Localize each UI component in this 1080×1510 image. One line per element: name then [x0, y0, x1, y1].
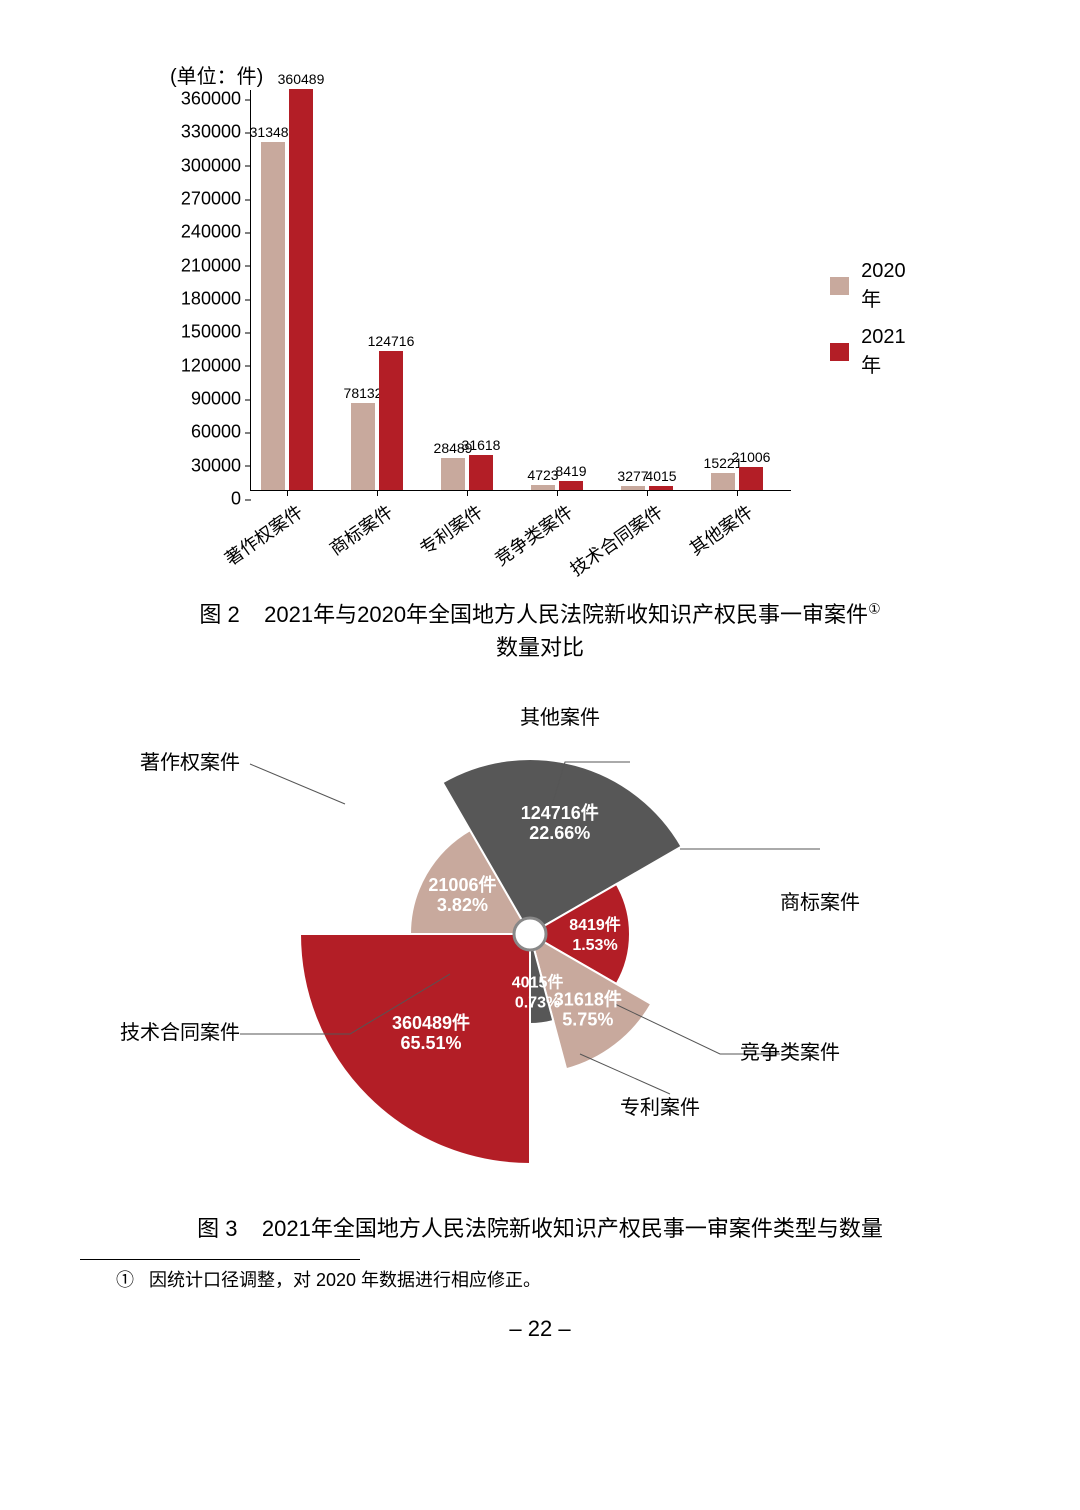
bar: 78132	[351, 403, 375, 490]
bar-value-label: 78132	[344, 385, 383, 401]
bar-chart-unit-label: (单位：件)	[170, 60, 263, 89]
legend-swatch	[830, 277, 849, 295]
figure-3-caption: 图 3 2021年全国地方人民法院新收知识产权民事一审案件类型与数量	[80, 1212, 1000, 1245]
bar: 313484	[261, 142, 285, 490]
footnote-marker: ①	[116, 1270, 134, 1290]
rose-leader	[250, 764, 345, 804]
rose-slice-pct: 22.66%	[529, 823, 590, 843]
bar-chart: (单位：件) 030000600009000012000015000018000…	[140, 60, 890, 580]
bar: 28489	[441, 458, 465, 490]
bar-chart-ytick: 60000	[171, 422, 241, 443]
rose-chart-svg: 著作权案件 其他案件商标案件竞争类案件专利案件 技术合同案件 360489件65.51…	[120, 674, 940, 1194]
bar: 124716	[379, 351, 403, 490]
bar: 4015	[649, 486, 673, 490]
bar-value-label: 360489	[278, 71, 325, 87]
bar-value-label: 31618	[462, 437, 501, 453]
page: (单位：件) 030000600009000012000015000018000…	[0, 0, 1080, 1510]
bar-chart-ytick: 360000	[171, 89, 241, 110]
bar-chart-xtick: 商标案件	[324, 498, 398, 561]
rose-leader	[580, 1054, 670, 1094]
legend-label: 2021 年	[861, 326, 912, 378]
bar-chart-ytick: 300000	[171, 155, 241, 176]
footnote-rule	[80, 1259, 360, 1260]
rose-slice-count: 31618件	[554, 988, 622, 1009]
rose-slice-label: 竞争类案件	[740, 1041, 840, 1064]
bar-chart-xtick: 技术合同案件	[564, 498, 667, 581]
rose-slice-pct: 1.53%	[572, 937, 617, 954]
rose-chart: 著作权案件 其他案件商标案件竞争类案件专利案件 技术合同案件 360489件65.51…	[120, 674, 940, 1194]
bar-group: 32774015技术合同案件	[611, 90, 683, 490]
figure-2-line1: 2021年与2020年全国地方人民法院新收知识产权民事一审案件	[264, 602, 868, 627]
figure-3-text: 2021年全国地方人民法院新收知识产权民事一审案件类型与数量	[262, 1216, 883, 1241]
bar-chart-ytick: 180000	[171, 289, 241, 310]
legend-label: 2020 年	[861, 260, 912, 312]
bar-chart-xtick: 其他案件	[684, 498, 758, 561]
bar-value-label: 8419	[555, 463, 586, 479]
rose-slice-pct: 65.51%	[400, 1033, 461, 1053]
figure-3-prefix: 图 3	[197, 1216, 237, 1241]
rose-slice-count: 8419件	[569, 915, 621, 934]
rose-slice-label: 著作权案件	[140, 751, 240, 774]
bar-chart-ytick: 0	[171, 489, 241, 510]
rose-slice-label: 技术合同案件	[120, 1021, 240, 1044]
bar-group: 313484360489著作权案件	[251, 90, 323, 490]
rose-center	[514, 918, 546, 950]
bar: 15221	[711, 473, 735, 490]
bar-chart-ytick: 330000	[171, 122, 241, 143]
rose-slice-count: 360489件	[392, 1012, 470, 1033]
bar-value-label: 124716	[368, 333, 415, 349]
bar-chart-plot: 0300006000090000120000150000180000210000…	[250, 90, 791, 491]
legend-item: 2020 年	[830, 260, 913, 312]
bar-group: 1522121006其他案件	[701, 90, 773, 490]
bar: 8419	[559, 481, 583, 490]
bar-chart-xtick: 专利案件	[414, 498, 488, 561]
bar: 4723	[531, 485, 555, 490]
bar-chart-ytick: 120000	[171, 355, 241, 376]
figure-2-sup: ①	[868, 601, 881, 617]
figure-2-line2: 数量对比	[496, 635, 584, 660]
bar: 31618	[469, 455, 493, 490]
rose-slice-pct: 5.75%	[562, 1009, 613, 1029]
bar-value-label: 21006	[732, 449, 771, 465]
bar: 3277	[621, 486, 645, 490]
bar-chart-ytick: 150000	[171, 322, 241, 343]
footnote-text: 因统计口径调整，对 2020 年数据进行相应修正。	[149, 1270, 541, 1290]
rose-slice-pct: 3.82%	[437, 895, 488, 915]
bar-chart-ytick: 270000	[171, 189, 241, 210]
bar-value-label: 4015	[645, 468, 676, 484]
rose-slice-label: 其他案件	[520, 706, 600, 729]
bar-chart-ytick: 210000	[171, 255, 241, 276]
rose-slice-label: 专利案件	[620, 1096, 700, 1119]
bar-chart-ytick: 90000	[171, 389, 241, 410]
legend-item: 2021 年	[830, 326, 913, 378]
page-number: – 22 –	[80, 1316, 1000, 1342]
figure-2-prefix: 图 2	[199, 602, 239, 627]
figure-2-caption: 图 2 2021年与2020年全国地方人民法院新收知识产权民事一审案件① 数量对…	[80, 598, 1000, 664]
bar: 21006	[739, 467, 763, 490]
rose-slice-count: 124716件	[521, 802, 599, 823]
bar-group: 2848931618专利案件	[431, 90, 503, 490]
rose-slice-count: 4015件	[512, 973, 564, 992]
bar-chart-legend: 2020 年 2021 年	[830, 260, 913, 392]
bar-chart-ytick: 240000	[171, 222, 241, 243]
legend-swatch	[830, 343, 849, 361]
bar-value-label: 4723	[527, 467, 558, 483]
bar-group: 47238419竞争类案件	[521, 90, 593, 490]
bar-value-label: 3277	[617, 468, 648, 484]
rose-slice-label: 商标案件	[780, 891, 860, 914]
rose-slice-count: 21006件	[428, 874, 496, 895]
bar-chart-ytick: 30000	[171, 455, 241, 476]
rose-slice-pct: 0.73%	[515, 995, 560, 1012]
bar: 360489	[289, 89, 313, 490]
footnote: ① 因统计口径调整，对 2020 年数据进行相应修正。	[80, 1266, 1000, 1292]
bar-group: 78132124716商标案件	[341, 90, 413, 490]
